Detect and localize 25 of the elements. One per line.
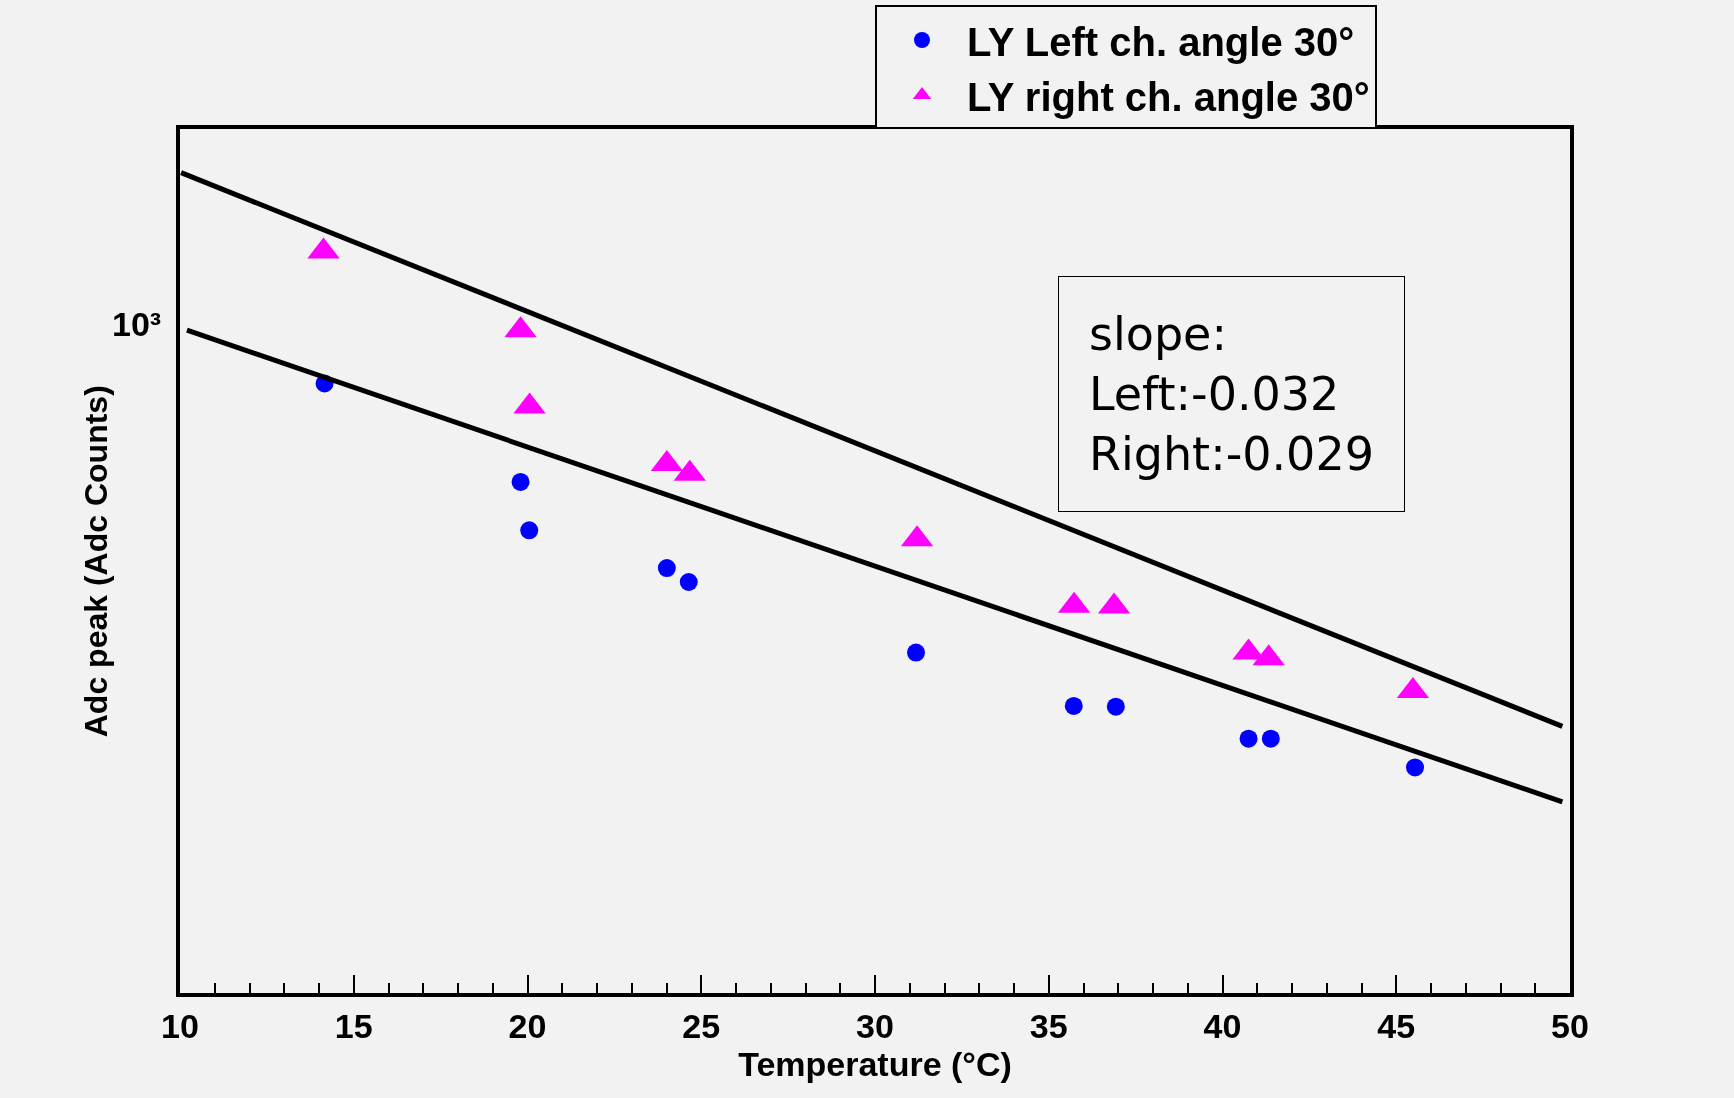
x-tick-label: 10 (161, 1006, 199, 1045)
point (907, 643, 925, 662)
point (1261, 729, 1280, 748)
y-axis-title: Adc peak (Adc Counts) (77, 385, 114, 738)
x-tick-label: 45 (1377, 1006, 1416, 1045)
x-tick-label: 40 (1203, 1006, 1242, 1045)
x-tick-label: 50 (1551, 1006, 1589, 1045)
x-tick-label: 20 (508, 1006, 547, 1045)
point (1406, 758, 1425, 777)
x-tick-label: 25 (682, 1006, 721, 1045)
point (679, 573, 698, 591)
point (520, 521, 539, 540)
legend-label: LY Left ch. angle 30° (967, 19, 1355, 64)
point (1064, 696, 1083, 715)
point (657, 559, 676, 578)
text: 10³ (112, 305, 162, 343)
x-tick-label: 15 (334, 1006, 373, 1045)
annotation: slope: Left:-0.032 Right:-0.029 (1089, 307, 1374, 481)
point (511, 472, 530, 491)
x-tick-label: 30 (856, 1006, 894, 1045)
legend-label: LY right ch. angle 30° (967, 74, 1370, 119)
x-axis-title: Temperature (°C) (738, 1044, 1012, 1083)
point (1239, 729, 1258, 748)
x-tick-label: 35 (1029, 1006, 1068, 1045)
point (1106, 697, 1125, 716)
